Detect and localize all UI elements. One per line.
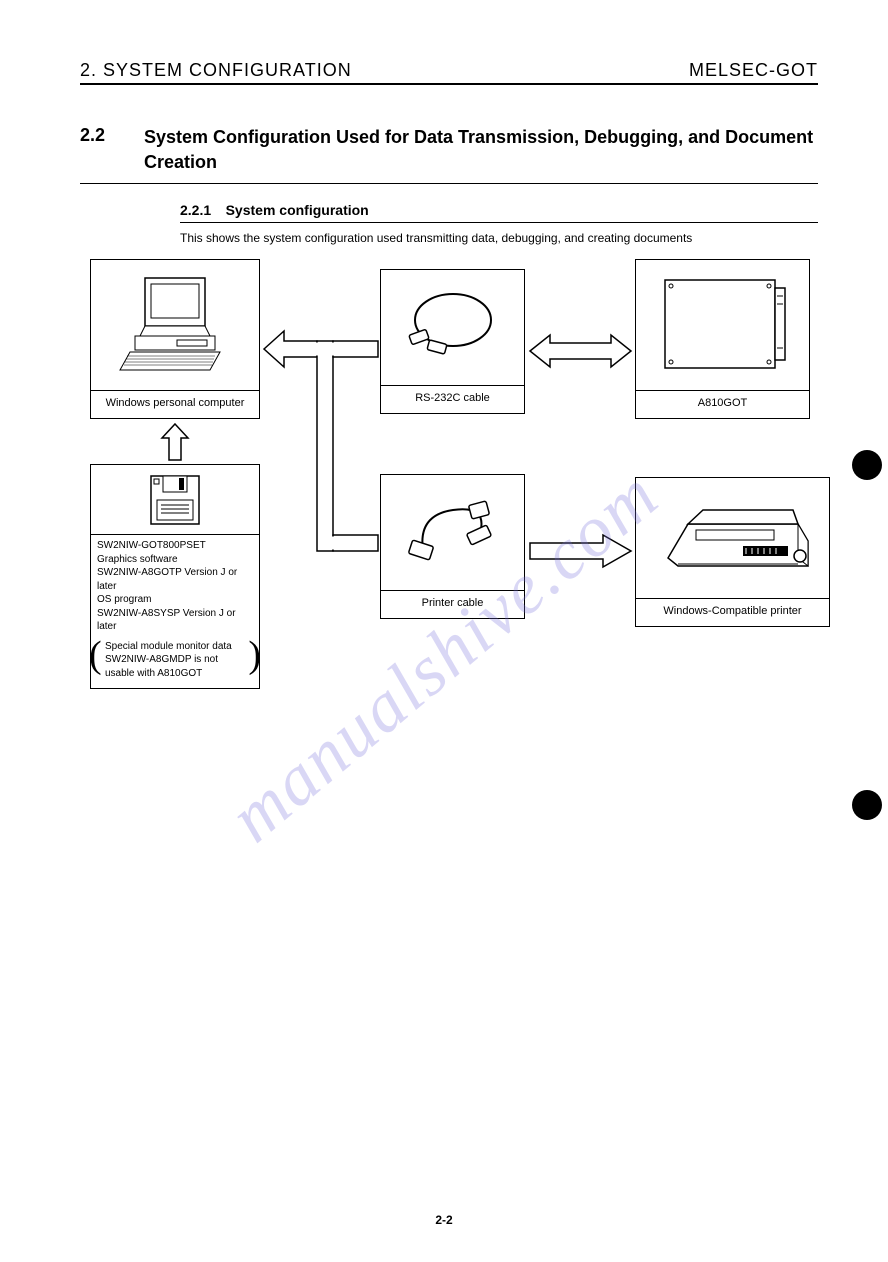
page-number: 2-2 bbox=[435, 1213, 452, 1227]
software-line: SW2NIW-A8SYSP Version J or later bbox=[97, 607, 253, 634]
node-printer-cable: Printer cable bbox=[380, 474, 525, 619]
node-computer-label: Windows personal computer bbox=[91, 390, 259, 415]
chapter-number: 2. bbox=[80, 60, 97, 80]
node-a810got: A810GOT bbox=[635, 259, 810, 419]
software-text: SW2NIW-GOT800PSET Graphics software SW2N… bbox=[91, 535, 259, 638]
system-diagram: Windows personal computer bbox=[90, 259, 830, 689]
chapter-title: SYSTEM CONFIGURATION bbox=[103, 60, 352, 80]
arrow-double-icon bbox=[528, 331, 633, 371]
punch-hole-icon bbox=[852, 790, 882, 820]
software-line: SW2NIW-A8GOTP Version J or later bbox=[97, 566, 253, 593]
node-pcable-label: Printer cable bbox=[381, 590, 524, 615]
node-printer: Windows-Compatible printer bbox=[635, 477, 830, 627]
section-title: System Configuration Used for Data Trans… bbox=[144, 125, 818, 175]
node-software: SW2NIW-GOT800PSET Graphics software SW2N… bbox=[90, 464, 260, 689]
software-line: SW2NIW-GOT800PSET bbox=[97, 539, 253, 553]
connector-t-icon bbox=[262, 319, 380, 564]
arrow-right-icon bbox=[528, 531, 633, 571]
node-rs232-label: RS-232C cable bbox=[381, 385, 524, 410]
header-brand: MELSEC-GOT bbox=[689, 60, 818, 81]
printer-icon bbox=[636, 478, 829, 598]
document-page: 2. SYSTEM CONFIGURATION MELSEC-GOT 2.2 S… bbox=[0, 0, 888, 1262]
got-panel-icon bbox=[636, 260, 809, 390]
node-got-label: A810GOT bbox=[636, 390, 809, 415]
software-line: Graphics software bbox=[97, 553, 253, 567]
node-printer-label: Windows-Compatible printer bbox=[636, 598, 829, 623]
header-chapter: 2. SYSTEM CONFIGURATION bbox=[80, 60, 352, 81]
subsection-description: This shows the system configuration used… bbox=[180, 231, 818, 245]
cable-icon bbox=[381, 270, 524, 385]
node-rs232-cable: RS-232C cable bbox=[380, 269, 525, 414]
section-heading: 2.2 System Configuration Used for Data T… bbox=[80, 125, 818, 184]
punch-hole-icon bbox=[852, 450, 882, 480]
section-number: 2.2 bbox=[80, 125, 120, 175]
subsection-number: 2.2.1 bbox=[180, 202, 211, 218]
subsection-heading: 2.2.1 System configuration bbox=[180, 202, 818, 223]
software-note-text: Special module monitor data SW2NIW-A8GMD… bbox=[97, 640, 253, 681]
computer-icon bbox=[91, 260, 259, 390]
subsection-title: System configuration bbox=[226, 202, 369, 218]
paren-left-icon: ( bbox=[89, 636, 102, 674]
cable-icon bbox=[381, 475, 524, 590]
floppy-icon bbox=[91, 465, 259, 535]
software-note: ( Special module monitor data SW2NIW-A8G… bbox=[91, 638, 259, 687]
page-header: 2. SYSTEM CONFIGURATION MELSEC-GOT bbox=[80, 60, 818, 85]
arrow-up-icon bbox=[160, 422, 190, 462]
paren-right-icon: ) bbox=[248, 636, 261, 674]
software-line: OS program bbox=[97, 593, 253, 607]
node-computer: Windows personal computer bbox=[90, 259, 260, 419]
